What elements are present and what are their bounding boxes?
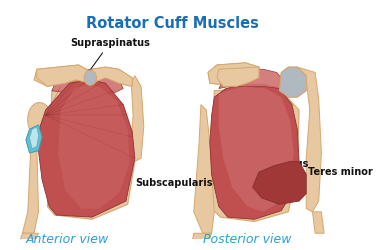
Polygon shape <box>190 233 212 250</box>
Polygon shape <box>208 63 259 84</box>
Text: Posterior view: Posterior view <box>203 233 291 246</box>
Polygon shape <box>217 67 259 86</box>
Text: Infraspinatus: Infraspinatus <box>235 149 308 169</box>
Polygon shape <box>26 125 42 153</box>
Polygon shape <box>194 104 214 233</box>
Polygon shape <box>17 233 38 249</box>
Polygon shape <box>219 69 283 88</box>
Polygon shape <box>58 85 130 208</box>
Text: Teres minor: Teres minor <box>300 167 373 179</box>
Polygon shape <box>37 65 92 86</box>
Polygon shape <box>279 67 306 97</box>
Text: Supraspinatus: Supraspinatus <box>70 38 150 80</box>
Polygon shape <box>217 67 259 86</box>
Polygon shape <box>253 162 306 204</box>
Polygon shape <box>48 88 135 219</box>
Polygon shape <box>26 125 42 153</box>
Polygon shape <box>22 137 38 233</box>
Ellipse shape <box>28 102 53 139</box>
Polygon shape <box>30 127 38 148</box>
Polygon shape <box>210 84 299 219</box>
Polygon shape <box>219 86 294 212</box>
Polygon shape <box>34 65 92 86</box>
Text: Subscapularis: Subscapularis <box>84 172 212 188</box>
Polygon shape <box>312 212 324 233</box>
Polygon shape <box>30 127 38 148</box>
Text: Anterior view: Anterior view <box>25 233 109 246</box>
Polygon shape <box>87 67 132 86</box>
Polygon shape <box>52 69 123 97</box>
Polygon shape <box>288 67 321 212</box>
Polygon shape <box>279 67 306 97</box>
Polygon shape <box>87 67 132 86</box>
Circle shape <box>84 70 97 85</box>
Text: Rotator Cuff Muscles: Rotator Cuff Muscles <box>86 16 259 31</box>
Polygon shape <box>130 76 144 162</box>
Polygon shape <box>38 80 135 217</box>
Circle shape <box>84 70 97 85</box>
Polygon shape <box>208 63 259 84</box>
Polygon shape <box>212 86 299 222</box>
